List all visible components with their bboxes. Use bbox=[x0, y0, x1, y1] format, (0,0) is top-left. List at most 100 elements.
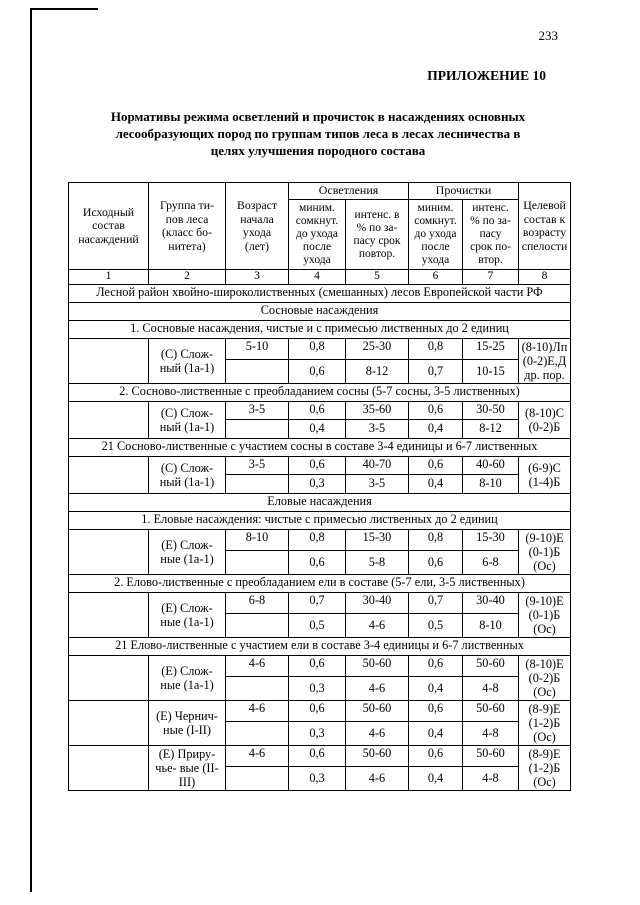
header-care-start-age: Возраст начала ухода (лет) bbox=[225, 182, 289, 270]
initial-composition-cell bbox=[68, 654, 149, 701]
band-spruce-2-label: 2. Елово-лиственные с преобладанием ели … bbox=[68, 573, 571, 593]
density-before-pro-cell: 0,8 bbox=[408, 528, 463, 552]
density-before-pro-cell: 0,6 bbox=[408, 699, 463, 723]
age-cell: 3-5 bbox=[225, 455, 289, 475]
initial-composition-cell bbox=[68, 528, 149, 575]
density-before-pro-cell: 0,6 bbox=[408, 400, 463, 420]
data-row-spruce-minor-slozhnye: (Е) Слож- ные (1а-1) 4-6 0,6 50-60 0,6 5… bbox=[68, 654, 571, 701]
intensity-pro-cell: 30-50 bbox=[462, 400, 519, 420]
density-after-osv-cell: 0,6 bbox=[288, 359, 346, 384]
section-band-pine-2: 2. Сосново-лиственные с преобладанием со… bbox=[68, 382, 571, 402]
repeat-period-osv-cell: 4-6 bbox=[345, 613, 409, 638]
density-after-pro-cell: 0,6 bbox=[408, 550, 463, 575]
header-target-composition: Целевой состав к возрасту спелости bbox=[518, 182, 571, 270]
repeat-period-osv-cell: 4-6 bbox=[345, 721, 409, 746]
density-before-osv-cell: 0,8 bbox=[288, 528, 346, 552]
age-cell: 4-6 bbox=[225, 744, 289, 768]
header-forest-type-group: Группа ти- пов леса (класс бо- нитета) bbox=[148, 182, 226, 270]
density-after-pro-cell: 0,4 bbox=[408, 676, 463, 701]
header-prochistki-group: Прочистки bbox=[408, 182, 519, 200]
initial-composition-cell bbox=[68, 455, 149, 494]
intensity-pro-cell: 15-25 bbox=[462, 337, 519, 361]
age-cell: 3-5 bbox=[225, 400, 289, 420]
density-after-osv-cell: 0,3 bbox=[288, 473, 346, 494]
data-row-spruce-minor-chernichnye: (Е) Чернич- ные (I-II) 4-6 0,6 50-60 0,6… bbox=[68, 699, 571, 746]
section-band-pine: Сосновые насаждения bbox=[68, 301, 571, 321]
age-cell: 4-6 bbox=[225, 654, 289, 678]
species-cell: (Е) Слож- ные (1а-1) bbox=[148, 528, 226, 575]
header-intensity-pro: интенс. % по за- пасу срок по- втор. bbox=[462, 199, 519, 270]
band-spruce-1-label: 1. Еловые насаждения: чистые с примесью … bbox=[68, 510, 571, 530]
initial-composition-cell bbox=[68, 337, 149, 384]
section-band-pine-1: 1. Сосновые насаждения, чистые и с приме… bbox=[68, 319, 571, 339]
intensity-osv-cell: 40-70 bbox=[345, 455, 409, 475]
target-composition-cell: (6-9)С (1-4)Б bbox=[518, 455, 571, 494]
age-cell: 6-8 bbox=[225, 591, 289, 615]
col-num-8: 8 bbox=[518, 269, 571, 285]
age-cell: 8-10 bbox=[225, 528, 289, 552]
age-empty-cell bbox=[225, 550, 289, 575]
age-empty-cell bbox=[225, 473, 289, 494]
intensity-pro-cell: 50-60 bbox=[462, 699, 519, 723]
age-empty-cell bbox=[225, 721, 289, 746]
repeat-period-pro-cell: 8-10 bbox=[462, 473, 519, 494]
band-pine-21-label: 21 Сосново-лиственные с участием сосны в… bbox=[68, 437, 571, 457]
data-row-pine-dominant: (С) Слож- ный (1а-1) 3-5 0,6 35-60 0,6 3… bbox=[68, 400, 571, 439]
species-cell: (Е) Слож- ные (1а-1) bbox=[148, 591, 226, 638]
age-empty-cell bbox=[225, 418, 289, 439]
col-num-3: 3 bbox=[225, 269, 289, 285]
density-after-osv-cell: 0,3 bbox=[288, 766, 346, 791]
column-number-row: 1 2 3 4 5 6 7 8 bbox=[68, 269, 571, 285]
header-initial-composition: Исходный состав насаждений bbox=[68, 182, 149, 270]
section-band-region: Лесной район хвойно-широколиственных (см… bbox=[68, 283, 571, 303]
section-band-spruce-21: 21 Елово-лиственные с участием ели в сос… bbox=[68, 636, 571, 656]
repeat-period-pro-cell: 8-12 bbox=[462, 418, 519, 439]
density-after-pro-cell: 0,4 bbox=[408, 473, 463, 494]
intensity-osv-cell: 25-30 bbox=[345, 337, 409, 361]
intensity-osv-cell: 50-60 bbox=[345, 744, 409, 768]
repeat-period-pro-cell: 4-8 bbox=[462, 721, 519, 746]
data-row-spruce-pure-secondary: 0,6 5-8 0,6 6-8 bbox=[69, 550, 571, 575]
header-group-row: Исходный состав насаждений Группа ти- по… bbox=[68, 182, 571, 270]
target-composition-cell: (8-10)Лп (0-2)Е,Д др. пор. bbox=[518, 337, 571, 384]
density-before-pro-cell: 0,6 bbox=[408, 455, 463, 475]
data-row-spruce-pure: (Е) Слож- ные (1а-1) 8-10 0,8 15-30 0,8 … bbox=[68, 528, 571, 575]
target-composition-cell: (8-9)Е (1-2)Б (Ос) bbox=[518, 744, 571, 791]
age-empty-cell bbox=[225, 359, 289, 384]
density-before-osv-cell: 0,6 bbox=[288, 699, 346, 723]
page-number: 233 bbox=[538, 28, 559, 43]
initial-composition-cell bbox=[68, 591, 149, 638]
density-after-pro-cell: 0,5 bbox=[408, 613, 463, 638]
data-row-spruce-minor-chernichnye-secondary: 0,3 4-6 0,4 4-8 bbox=[69, 721, 571, 746]
target-composition-cell: (8-10)С (0-2)Б bbox=[518, 400, 571, 439]
density-before-osv-cell: 0,6 bbox=[288, 400, 346, 420]
data-row-spruce-dominant-secondary: 0,5 4-6 0,5 8-10 bbox=[69, 613, 571, 638]
col-num-7: 7 bbox=[462, 269, 519, 285]
intensity-pro-cell: 15-30 bbox=[462, 528, 519, 552]
density-before-pro-cell: 0,8 bbox=[408, 337, 463, 361]
intensity-osv-cell: 50-60 bbox=[345, 699, 409, 723]
repeat-period-pro-cell: 10-15 bbox=[462, 359, 519, 384]
data-row-spruce-minor-slozhnye-secondary: 0,3 4-6 0,4 4-8 bbox=[69, 676, 571, 701]
intensity-osv-cell: 15-30 bbox=[345, 528, 409, 552]
band-pine-label: Сосновые насаждения bbox=[68, 301, 571, 321]
density-after-pro-cell: 0,4 bbox=[408, 418, 463, 439]
intensity-osv-cell: 35-60 bbox=[345, 400, 409, 420]
header-intensity-osv: интенс. в % по за- пасу срок повтор. bbox=[345, 199, 409, 270]
scan-border-horizontal bbox=[30, 8, 98, 10]
age-empty-cell bbox=[225, 766, 289, 791]
repeat-period-osv-cell: 3-5 bbox=[345, 473, 409, 494]
repeat-period-pro-cell: 6-8 bbox=[462, 550, 519, 575]
species-cell: (Е) Приру- чье- вые (II- III) bbox=[148, 744, 226, 791]
intensity-pro-cell: 30-40 bbox=[462, 591, 519, 615]
scan-border-vertical bbox=[30, 8, 32, 892]
section-band-spruce-1: 1. Еловые насаждения: чистые с примесью … bbox=[68, 510, 571, 530]
intensity-pro-cell: 50-60 bbox=[462, 744, 519, 768]
appendix-heading: ПРИЛОЖЕНИЕ 10 bbox=[427, 68, 546, 83]
repeat-period-osv-cell: 5-8 bbox=[345, 550, 409, 575]
band-pine-2-label: 2. Сосново-лиственные с преобладанием со… bbox=[68, 382, 571, 402]
initial-composition-cell bbox=[68, 400, 149, 439]
data-row-spruce-minor-priruchevye: (Е) Приру- чье- вые (II- III) 4-6 0,6 50… bbox=[68, 744, 571, 791]
initial-composition-cell bbox=[68, 699, 149, 746]
